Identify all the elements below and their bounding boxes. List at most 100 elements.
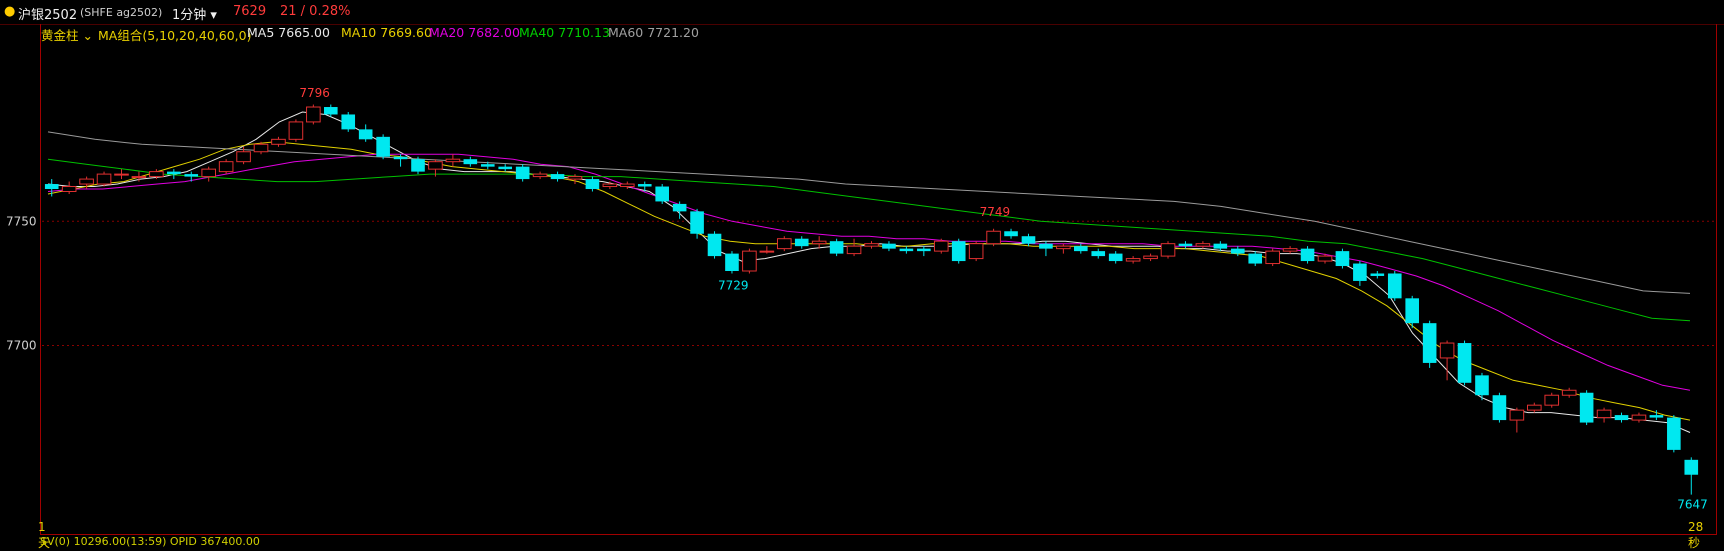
candle-body-down xyxy=(707,233,722,257)
candle-body-down xyxy=(1614,415,1629,421)
candle-body-up xyxy=(1160,243,1176,257)
candle-body-up xyxy=(1439,342,1455,359)
candle-body-down xyxy=(1178,243,1193,247)
candle-body-up xyxy=(776,238,792,250)
candle-body-down xyxy=(672,203,687,212)
candle-body-down xyxy=(341,114,356,130)
candle-body-down xyxy=(1370,273,1385,276)
candle-body-up xyxy=(864,243,879,247)
candle-body-down xyxy=(725,253,739,271)
ma5-line xyxy=(47,111,1691,433)
candle-body-down xyxy=(44,184,59,190)
candle-body-up xyxy=(445,158,461,163)
chart-frame[interactable] xyxy=(40,24,1717,535)
candle-body-up xyxy=(602,183,618,188)
candle-body-up xyxy=(1596,409,1612,419)
candle-body-up xyxy=(1195,243,1211,247)
y-tick-label: 7700 xyxy=(6,339,37,353)
candle-body-down xyxy=(1335,251,1350,267)
candle-body-down xyxy=(1230,248,1245,254)
candle-body-down xyxy=(1422,323,1437,363)
high-label: 7796 xyxy=(299,86,330,100)
candle-body-up xyxy=(1125,258,1141,262)
candle-body-up xyxy=(968,243,984,260)
candle-body-up xyxy=(620,183,635,188)
candle-body-down xyxy=(917,248,931,252)
candle-body-up xyxy=(288,121,304,140)
candle-body-up xyxy=(131,176,147,179)
candle-body-down xyxy=(1074,246,1088,252)
ma60-value: MA60 7721.20 xyxy=(608,25,699,40)
period-selector[interactable]: 1分钟 ▾ xyxy=(172,4,217,23)
candle-body-down xyxy=(1387,273,1402,299)
instrument-name[interactable]: 沪银2502 xyxy=(18,8,78,23)
candle-body-down xyxy=(585,179,600,190)
candle-body-up xyxy=(1526,404,1542,411)
candle-body-up xyxy=(1143,255,1158,260)
candle-type-label: 黄金柱 xyxy=(41,28,79,43)
candle-body-down xyxy=(323,107,338,115)
ma5-value: MA5 7665.00 xyxy=(247,25,330,40)
candle-body-up xyxy=(236,151,251,163)
candle-body-down xyxy=(1457,343,1472,383)
candle-body-up xyxy=(114,173,129,176)
candle-body-down xyxy=(1684,459,1699,475)
candle-body-down xyxy=(498,166,513,170)
candle-body-down xyxy=(1108,253,1123,262)
period-label: 1分钟 xyxy=(172,8,207,23)
candle-body-down xyxy=(899,248,914,252)
candle-body-down xyxy=(167,171,181,175)
footer-text: SV(0) 10296.00(13:59) OPID 367400.00 xyxy=(40,535,260,548)
candle-body-down xyxy=(550,174,565,180)
candle-body-up xyxy=(1317,255,1333,262)
candle-body-up xyxy=(149,171,164,178)
candle-body-down xyxy=(1649,415,1664,418)
candle-body-up xyxy=(846,245,862,255)
low-label-1: 7729 xyxy=(718,278,749,292)
ma20-line xyxy=(47,153,1691,391)
candle-body-down xyxy=(1405,298,1420,324)
candle-body-up xyxy=(933,240,949,252)
candle-body-up xyxy=(1544,394,1560,406)
candle-body-up xyxy=(96,173,112,185)
candle-body-up xyxy=(759,250,775,253)
candle-body-down xyxy=(1004,231,1018,237)
ma-group-label[interactable]: MA组合(5,10,20,40,60,0) xyxy=(98,28,252,43)
candle-body-up xyxy=(1056,245,1071,250)
candle-body-up xyxy=(428,161,443,170)
candle-body-up xyxy=(811,240,827,245)
price-change: 21 / 0.28% xyxy=(280,4,351,19)
candle-body-up xyxy=(79,178,94,185)
status-dot-icon: ● xyxy=(4,4,16,19)
candle-body-down xyxy=(637,184,652,187)
candle-body-up xyxy=(218,161,234,173)
candle-body-down xyxy=(951,241,966,262)
candle-body-down xyxy=(882,243,896,249)
candle-body-up xyxy=(253,143,269,153)
ma20-value: MA20 7682.00 xyxy=(429,25,520,40)
candle-body-down xyxy=(1213,243,1228,249)
candle-body-down xyxy=(1091,251,1106,257)
chevron-down-icon: ⌄ xyxy=(82,28,93,43)
candle-body-up xyxy=(742,250,757,272)
candle-type-selector[interactable]: 黄金柱 ⌄ xyxy=(41,25,93,44)
candle-body-up xyxy=(567,176,583,180)
ma40-line xyxy=(47,158,1691,322)
ma10-value: MA10 7669.60 xyxy=(341,25,432,40)
candle-body-down xyxy=(1021,236,1036,244)
candle-body-down xyxy=(829,241,844,254)
candle-body-up xyxy=(1282,248,1298,252)
y-tick-label: 7750 xyxy=(6,214,37,228)
candle-body-down xyxy=(1353,263,1367,281)
chevron-down-icon: ▾ xyxy=(210,8,217,23)
candle-body-down xyxy=(1039,243,1053,249)
low-label-2: 7647 xyxy=(1677,498,1708,512)
candle-body-down xyxy=(794,238,809,247)
candle-body-down xyxy=(655,186,669,202)
candle-body-up xyxy=(61,186,77,192)
candle-body-up xyxy=(1631,414,1647,421)
candle-body-down xyxy=(1475,375,1489,396)
candle-body-down xyxy=(358,129,373,140)
candle-body-down xyxy=(1248,253,1263,264)
